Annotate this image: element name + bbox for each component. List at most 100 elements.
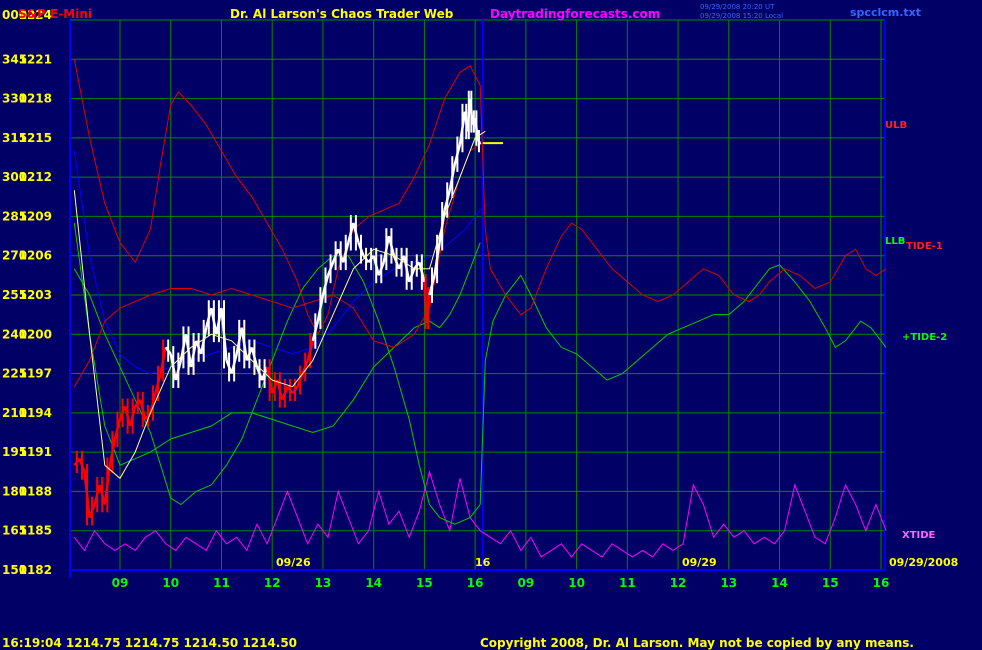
x-tick-label: 15 [416,576,433,590]
price-segment [245,346,254,361]
index-tick-label: 255 [2,288,27,302]
x-tick-label: 16 [873,576,890,590]
price-tick-label: 1188 [19,484,52,498]
price-segment [271,379,279,394]
price-tick-label: 1224 [19,8,52,22]
index-tick-label: 165 [2,524,27,538]
price-segment [281,386,289,401]
x-tick-label: 11 [213,576,230,590]
series-xtide [73,469,887,558]
now-marker-label: 16 [475,556,491,569]
index-tick-label: 150 [2,563,27,577]
price-segment [392,255,401,270]
ulb-label: ULB [885,120,907,131]
price-segment [476,137,482,145]
date-label-0929: 09/29 [682,556,717,569]
price-segment [83,471,91,518]
price-segment [169,353,178,381]
price-segment [276,379,284,401]
price-segment [205,307,213,329]
price-segment [425,294,431,322]
x-tick-label: 13 [720,576,737,590]
price-tick-label: 1203 [19,288,52,302]
x-tick-label: 09 [518,576,535,590]
price-segment [342,242,350,263]
site-label: Daytradingforecasts.com [490,7,660,21]
price-segment [326,261,335,276]
index-tick-label: 000 [2,8,27,22]
price-segment [357,242,365,257]
series-llb [73,255,887,525]
price-segment [265,366,274,394]
price-segment [128,405,137,427]
price-tick-label: 1182 [19,563,52,577]
price-segment [98,484,106,505]
index-tick-label: 225 [2,367,27,381]
page-title: Dr. Al Larson's Chaos Trader Web [230,7,454,21]
price-segment [402,255,411,283]
quote-line: 16:19:04 1214.75 1214.75 1214.50 1214.50 [2,636,297,650]
index-tick-label: 285 [2,209,27,223]
price-segment [174,360,183,381]
x-tick-label: 16 [467,576,484,590]
price-segment [159,347,167,374]
data-file-label: spcclcm.txt [850,6,921,19]
x-tick-label: 14 [365,576,382,590]
price-segment [235,327,243,355]
price-tick-label: 1194 [19,406,52,420]
price-segment [184,334,193,368]
series-tide2 [73,222,481,466]
index-tick-label: 210 [2,406,27,420]
price-tick-label: 1221 [19,52,52,66]
copyright: Copyright 2008, Dr. Al Larson. May not b… [480,636,914,650]
x-tick-label: 14 [771,576,788,590]
price-segment [93,484,101,505]
price-segment [255,366,264,381]
price-segment [377,261,385,276]
index-tick-label: 315 [2,131,27,145]
price-segment [123,405,132,427]
price-segment [215,307,223,335]
xtide-label: XTIDE [902,530,936,541]
series-yellow [73,130,486,480]
price-segment [336,248,345,263]
tide2-label: +TIDE-2 [902,332,947,343]
price-segment [352,222,360,243]
price-segment [382,235,391,263]
index-tick-label: 345 [2,52,27,66]
price-segment [468,98,474,125]
price-segment [321,275,330,296]
price-segment [362,254,370,264]
price-segment [225,360,233,375]
price-segment [154,373,162,394]
price-tick-label: 1218 [19,92,52,106]
price-segment [306,340,314,361]
price-segment [250,347,259,368]
price-segment [433,242,441,276]
series-layer: 1224000122134512183301215315121230012092… [2,8,889,590]
series-blue [73,150,489,375]
price-segment [458,111,467,145]
index-tick-label: 300 [2,170,27,184]
price-tick-label: 1215 [19,131,52,145]
price-segment [428,275,436,296]
x-tick-label: 15 [822,576,839,590]
price-segment [296,373,304,388]
price-segment [301,360,309,375]
x-tick-label: 10 [568,576,585,590]
index-tick-label: 180 [2,484,27,498]
price-segment [372,255,380,276]
symbol-label: S&P E-Mini [18,7,92,21]
x-tick-label: 12 [670,576,687,590]
price-segment [443,189,451,211]
timestamp-ut: 09/29/2008 20:20 UT [700,3,775,11]
date-label-full: 09/29/2008 [889,556,958,569]
price-tick-label: 1197 [19,367,52,381]
x-tick-label: 11 [619,576,636,590]
price-segment [164,346,172,355]
llb-label: LLB [885,236,905,247]
timestamp-local: 09/29/2008 15:20 Local [700,12,783,20]
price-segment [316,294,325,322]
price-segment [88,504,96,519]
